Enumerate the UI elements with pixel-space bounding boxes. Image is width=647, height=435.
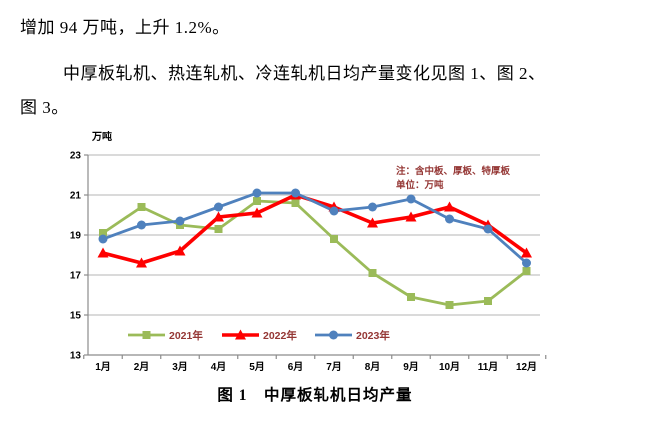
- line-chart-svg: 23 21 19 17 15 13 1月 2月 3月 4月 5月 6月 7月 8月 9月 10月 11月 12月 万…: [70, 130, 547, 373]
- figure-chart: 23 21 19 17 15 13 1月 2月 3月 4月 5月 6月 7月 8月 9月 10月 11月 12月 万…: [60, 127, 560, 379]
- svg-text:13: 13: [70, 351, 82, 362]
- svg-text:6月: 6月: [288, 361, 304, 373]
- svg-text:1月: 1月: [95, 361, 111, 373]
- svg-text:21: 21: [70, 191, 82, 202]
- svg-text:2月: 2月: [134, 361, 150, 373]
- svg-text:注：含中板、厚板、特厚板: 注：含中板、厚板、特厚板: [396, 165, 511, 177]
- svg-text:单位：万吨: 单位：万吨: [396, 179, 444, 191]
- svg-text:3月: 3月: [172, 361, 188, 373]
- paragraph-line-1: 增加 94 万吨，上升 1.2%。: [20, 18, 230, 37]
- paragraph-line-3: 图 3。: [20, 98, 69, 117]
- svg-text:4月: 4月: [211, 361, 227, 373]
- svg-text:2021年: 2021年: [169, 329, 203, 342]
- svg-text:17: 17: [70, 271, 82, 282]
- paragraph-line-2: 中厚板轧机、热连轧机、冷连轧机日均产量变化见图 1、图 2、: [63, 64, 546, 83]
- svg-text:万吨: 万吨: [91, 130, 112, 143]
- svg-text:2022年: 2022年: [263, 329, 297, 342]
- svg-text:19: 19: [70, 231, 82, 242]
- svg-text:8月: 8月: [365, 361, 381, 373]
- svg-text:9月: 9月: [403, 361, 419, 373]
- figure-caption: 图 1 中厚板轧机日均产量: [217, 387, 413, 404]
- svg-text:11月: 11月: [478, 361, 499, 373]
- svg-text:23: 23: [70, 151, 82, 162]
- svg-text:2023年: 2023年: [356, 329, 390, 342]
- svg-text:5月: 5月: [249, 361, 265, 373]
- svg-text:15: 15: [70, 311, 82, 322]
- svg-text:10月: 10月: [439, 361, 460, 373]
- svg-text:12月: 12月: [516, 361, 537, 373]
- svg-text:7月: 7月: [326, 361, 342, 373]
